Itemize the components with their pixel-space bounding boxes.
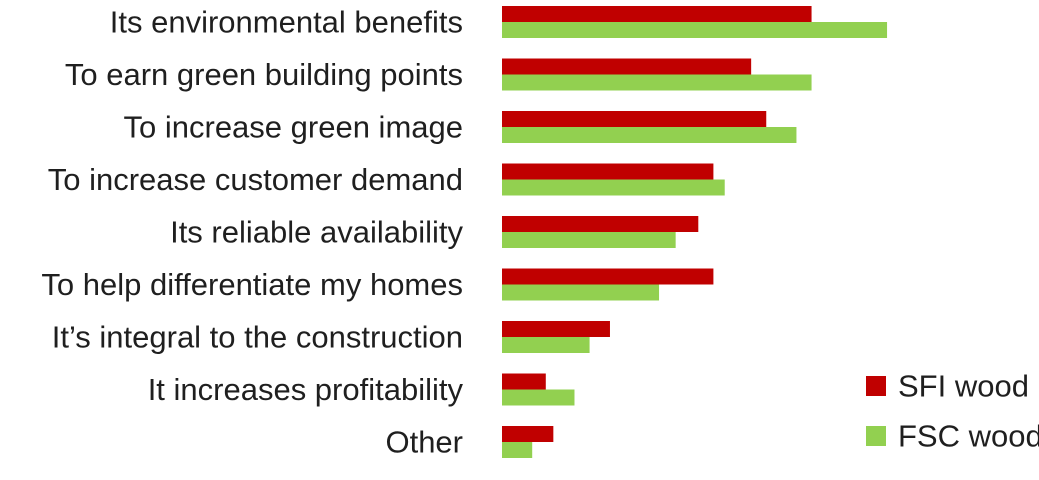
- bar-fsc-wood-to-increase-green-image: [502, 127, 797, 143]
- category-label-its-integral-to-the-construction: It’s integral to the construction: [52, 320, 463, 355]
- bar-sfi-wood-to-help-differentiate-my-homes: [502, 268, 714, 285]
- category-label-its-environmental-benefits: Its environmental benefits: [110, 5, 463, 40]
- legend-swatch-sfi-wood: [866, 376, 886, 396]
- category-label-other: Other: [385, 425, 463, 460]
- category-label-to-earn-green-building-points: To earn green building points: [65, 57, 463, 92]
- bar-fsc-wood-it-increases-profitability: [502, 389, 575, 406]
- bar-fsc-wood-to-increase-customer-demand: [502, 179, 725, 196]
- bar-fsc-wood-to-help-differentiate-my-homes: [502, 284, 660, 301]
- bar-sfi-wood-it-increases-profitability: [502, 373, 546, 390]
- category-label-to-increase-customer-demand: To increase customer demand: [48, 162, 463, 197]
- category-label-to-increase-green-image: To increase green image: [124, 110, 463, 145]
- bar-sfi-wood-its-reliable-availability: [502, 216, 699, 232]
- bar-sfi-wood-other: [502, 426, 554, 442]
- bar-fsc-wood-its-integral-to-the-construction: [502, 337, 590, 353]
- bar-fsc-wood-other: [502, 442, 533, 458]
- bar-fsc-wood-to-earn-green-building-points: [502, 74, 812, 91]
- legend-label-sfi-wood: SFI wood: [898, 369, 1029, 404]
- legend-swatch-fsc-wood: [866, 426, 886, 446]
- bar-sfi-wood-to-earn-green-building-points: [502, 58, 752, 75]
- legend-label-fsc-wood: FSC wood: [898, 419, 1039, 454]
- category-labels: Its environmental benefits To earn green …: [41, 5, 463, 460]
- bar-sfi-wood-to-increase-customer-demand: [502, 163, 714, 180]
- bar-sfi-wood-to-increase-green-image: [502, 111, 767, 127]
- bars: [502, 6, 888, 458]
- bar-sfi-wood-its-integral-to-the-construction: [502, 321, 610, 337]
- legend: SFI wood FSC wood: [866, 369, 1039, 454]
- bar-fsc-wood-its-reliable-availability: [502, 232, 676, 248]
- bar-fsc-wood-its-environmental-benefits: [502, 22, 888, 38]
- bar-sfi-wood-its-environmental-benefits: [502, 6, 812, 22]
- category-label-it-increases-profitability: It increases profitability: [148, 372, 464, 407]
- category-label-to-help-differentiate-my-homes: To help differentiate my homes: [41, 267, 463, 302]
- category-label-its-reliable-availability: Its reliable availability: [170, 215, 463, 250]
